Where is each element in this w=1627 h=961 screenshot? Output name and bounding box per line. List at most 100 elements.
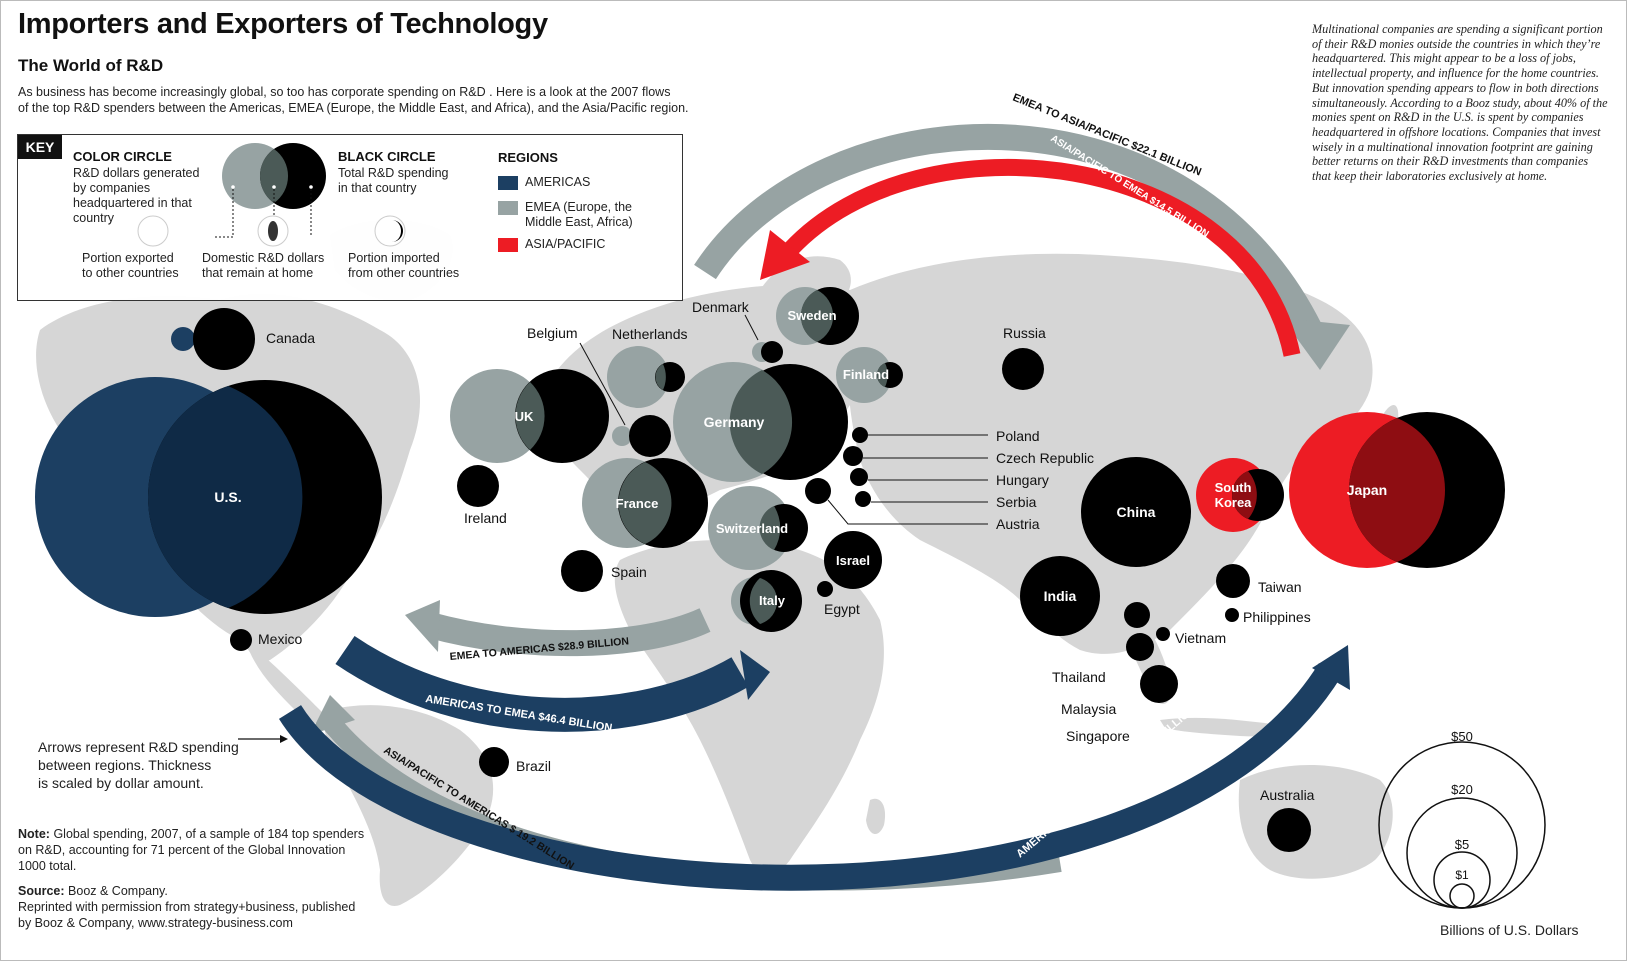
label-ireland: Ireland [464, 510, 507, 526]
bubble-ireland: Ireland [457, 465, 507, 526]
label-spain: Spain [611, 564, 647, 580]
label-egypt: Egypt [824, 601, 860, 617]
label-singapore: Singapore [1066, 728, 1130, 744]
label-netherlands: Netherlands [612, 326, 688, 342]
bubble-philippines: Philippines [1225, 608, 1311, 625]
bubble-vietnam: Vietnam [1156, 627, 1226, 646]
side-note: Multinational companies are spending a s… [1312, 22, 1608, 184]
bubble-poland: Poland [852, 427, 1040, 444]
scale-label-50: $50 [1451, 729, 1473, 744]
bubble-sweden: Sweden [776, 287, 859, 345]
bubble-denmark: Denmark [692, 299, 783, 363]
label-australia: Australia [1260, 787, 1315, 803]
bubble-germany: Germany [673, 362, 848, 482]
label-finland: Finland [843, 367, 889, 382]
imported-label: Portion imported from other countries [348, 251, 460, 280]
label-japan: Japan [1347, 482, 1387, 498]
asia-landmass [848, 253, 1373, 654]
bubble-japan: Japan [1289, 412, 1505, 568]
americas-label: AMERICAS [525, 175, 591, 189]
bubble-israel: Israel [824, 531, 882, 589]
label-south-korea-line1: South [1215, 480, 1252, 495]
indonesia-landmass [1160, 717, 1281, 737]
color-circle-desc: R&D dollars generated by companies headq… [73, 166, 200, 225]
key-tag: KEY [18, 135, 62, 159]
emea-swatch [498, 201, 518, 215]
imported-portion-icon [374, 215, 406, 247]
scale-label-20: $20 [1451, 782, 1473, 797]
key-small-circles [137, 215, 406, 247]
intro-line-2: of the top R&D spenders between the Amer… [18, 101, 689, 115]
bubble-mexico: Mexico [230, 629, 303, 651]
flow-asia-to-americas-head [310, 695, 355, 735]
label-serbia: Serbia [996, 494, 1037, 510]
label-belgium: Belgium [527, 325, 578, 341]
label-thailand: Thailand [1052, 669, 1106, 685]
arrows-note-pointer-head [280, 735, 288, 743]
bubble-netherlands: Netherlands [607, 326, 688, 408]
label-india: India [1044, 588, 1077, 604]
bubble-australia: Australia [1260, 787, 1315, 852]
bubble-serbia: Serbia [855, 491, 1037, 510]
bubble-china: China [1081, 457, 1191, 567]
bubble-switzerland: Switzerland [708, 486, 808, 570]
flow-emea-to-asia [694, 124, 1322, 336]
flow-emea-to-asia-head [1282, 318, 1350, 370]
black-circle-title: BLACK CIRCLE [338, 149, 436, 164]
bubble-us: U.S. [35, 377, 382, 617]
asia-pacific-label: ASIA/PACIFIC [525, 237, 606, 251]
flow-asia-to-emea [783, 158, 1301, 357]
flow-emea-to-americas-head [405, 600, 440, 652]
label-denmark: Denmark [692, 299, 750, 315]
flow-emea-to-americas [426, 608, 711, 657]
label-sweden: Sweden [787, 308, 836, 323]
bubble-hungary: Hungary [850, 468, 1049, 488]
madagascar-landmass [866, 798, 886, 835]
flow-americas-to-asia-head [1312, 645, 1350, 690]
label-france: France [616, 496, 659, 511]
label-hungary: Hungary [996, 472, 1049, 488]
bubble-italy: Italy [731, 570, 802, 632]
bubble-brazil: Brazil [479, 747, 551, 777]
page-subtitle: The World of R&D [18, 56, 164, 75]
scale-circle-50 [1378, 741, 1546, 909]
label-russia: Russia [1003, 325, 1046, 341]
bubble-india: India [1020, 556, 1100, 636]
country-bubbles: U.S. Canada Mexico Brazil UK Ireland [35, 287, 1505, 852]
label-italy: Italy [759, 593, 786, 608]
label-vietnam: Vietnam [1175, 630, 1226, 646]
note: Note: Global spending, 2007, of a sample… [18, 827, 365, 873]
bubble-taiwan: Taiwan [1216, 564, 1302, 598]
flow-americas-to-emea [335, 635, 749, 732]
bubble-austria: Austria [805, 478, 1040, 532]
black-circle-desc: Total R&D spending in that country [338, 166, 449, 195]
label-taiwan: Taiwan [1258, 579, 1302, 595]
flow-asia-to-emea-head [760, 230, 810, 280]
bubble-canada: Canada [171, 308, 315, 370]
scale-caption: Billions of U.S. Dollars [1440, 922, 1579, 938]
bubble-malaysia: Malaysia [1061, 633, 1154, 717]
scale-label-5: $5 [1455, 837, 1469, 852]
intro-line-1: As business has become increasingly glob… [18, 85, 671, 99]
label-uk: UK [515, 409, 534, 424]
bubble-russia: Russia [1002, 325, 1046, 390]
bubble-finland: Finland [836, 347, 903, 403]
notes-block: Note: Global spending, 2007, of a sample… [18, 826, 368, 931]
bubble-czech-republic: Czech Republic [843, 446, 1094, 466]
arrows-note: Arrows represent R&D spending between re… [38, 739, 239, 791]
central-america-landmass [245, 640, 330, 725]
color-circle-title: COLOR CIRCLE [73, 149, 172, 164]
label-canada: Canada [266, 330, 315, 346]
scale-circle-1 [1449, 883, 1475, 909]
bubble-singapore: Singapore [1066, 665, 1178, 744]
exported-label: Portion exported to other countries [82, 251, 179, 280]
key-legend: KEY COLOR CIRCLE R&D dollars generated b… [17, 134, 683, 301]
scale-circle-20 [1406, 797, 1518, 909]
reprint-credit: Reprinted with permission from strategy+… [18, 900, 356, 930]
label-south-korea-line2: Korea [1215, 495, 1253, 510]
scale-label-1: $1 [1455, 868, 1469, 882]
label-mexico: Mexico [258, 631, 303, 647]
label-poland: Poland [996, 428, 1040, 444]
intro-text: As business has become increasingly glob… [18, 84, 778, 116]
bubble-thailand: Thailand [1052, 602, 1150, 685]
